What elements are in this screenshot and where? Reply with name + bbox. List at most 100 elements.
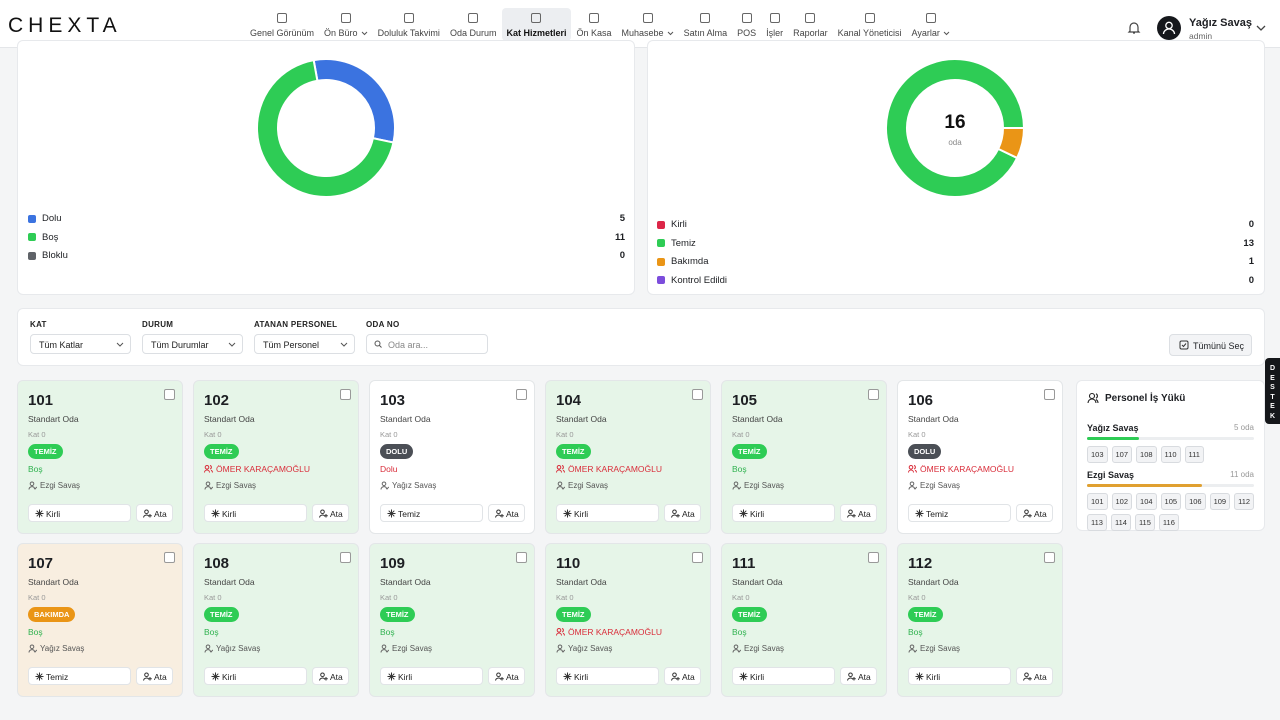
status-action-button[interactable]: Kirli: [204, 667, 307, 685]
filter-input[interactable]: Tüm Personel: [254, 334, 355, 354]
room-checkbox[interactable]: [340, 389, 351, 400]
room-chip[interactable]: 104: [1136, 493, 1157, 510]
select-all-button[interactable]: Tümünü Seç: [1169, 334, 1252, 356]
room-card[interactable]: 110 Standart Oda Kat 0 TEMİZ ÖMER KARAÇAMOĞL…: [545, 543, 711, 697]
status-action-button[interactable]: Kirli: [908, 667, 1011, 685]
room-checkbox[interactable]: [1044, 389, 1055, 400]
room-checkbox[interactable]: [164, 389, 175, 400]
assign-button[interactable]: Ata: [664, 667, 701, 685]
assign-button[interactable]: Ata: [488, 504, 525, 522]
action-label: Kirli: [222, 672, 237, 682]
room-card[interactable]: 104 Standart Oda Kat 0 TEMİZ ÖMER KARAÇAMOĞL…: [545, 380, 711, 534]
room-card[interactable]: 103 Standart Oda Kat 0 DOLU Dolu Yağız Savaş T…: [369, 380, 535, 534]
room-checkbox[interactable]: [692, 552, 703, 563]
room-checkbox[interactable]: [340, 552, 351, 563]
icon: [319, 509, 328, 518]
room-card[interactable]: 109 Standart Oda Kat 0 TEMİZ Boş Ezgi Savaş Ki…: [369, 543, 535, 697]
status-action-button[interactable]: Kirli: [732, 504, 835, 522]
nav-item[interactable]: Doluluk Takvimi: [374, 8, 444, 41]
assign-button[interactable]: Ata: [312, 667, 349, 685]
room-chip[interactable]: 116: [1158, 514, 1179, 531]
nav-item[interactable]: Ön Kasa: [573, 8, 616, 41]
notification-bell[interactable]: [1127, 21, 1141, 35]
nav-item[interactable]: Muhasebe: [618, 8, 678, 41]
filter-value: Tüm Durumlar: [151, 340, 209, 350]
room-checkbox[interactable]: [1044, 552, 1055, 563]
icon-path: [28, 644, 37, 653]
room-chip[interactable]: 113: [1087, 514, 1107, 531]
room-card[interactable]: 101 Standart Oda Kat 0 TEMİZ Boş Ezgi Savaş Ki…: [17, 380, 183, 534]
status-action-button[interactable]: Kirli: [380, 667, 483, 685]
room-checkbox[interactable]: [516, 389, 527, 400]
nav-item[interactable]: Kanal Yöneticisi: [834, 8, 906, 41]
status-action-button[interactable]: Kirli: [556, 667, 659, 685]
room-card[interactable]: 111 Standart Oda Kat 0 TEMİZ Boş Ezgi Savaş Ki…: [721, 543, 887, 697]
occupancy: ÖMER KARAÇAMOĞLU: [556, 627, 662, 637]
filter-input[interactable]: Oda ara...: [366, 334, 488, 354]
room-checkbox[interactable]: [516, 552, 527, 563]
nav-item[interactable]: Kat Hizmetleri: [502, 8, 571, 41]
room-card[interactable]: 105 Standart Oda Kat 0 TEMİZ Boş Ezgi Savaş Ki…: [721, 380, 887, 534]
assign-button[interactable]: Ata: [488, 667, 525, 685]
legend-swatch: [657, 276, 665, 284]
nav-item[interactable]: Ön Büro: [320, 8, 372, 41]
nav-item[interactable]: İşler: [762, 8, 787, 41]
nav-item[interactable]: POS: [733, 8, 760, 41]
nav-item[interactable]: Satın Alma: [680, 8, 732, 41]
nav-item[interactable]: Genel Görünüm: [246, 8, 318, 41]
status-action-button[interactable]: Temiz: [28, 667, 131, 685]
room-chip[interactable]: 108: [1136, 446, 1157, 463]
assign-button[interactable]: Ata: [840, 504, 877, 522]
nav-item[interactable]: Oda Durum: [446, 8, 501, 41]
status-action-button[interactable]: Kirli: [204, 504, 307, 522]
room-card[interactable]: 106 Standart Oda Kat 0 DOLU ÖMER KARAÇAMOĞLU…: [897, 380, 1063, 534]
room-card[interactable]: 108 Standart Oda Kat 0 TEMİZ Boş Yağız Savaş K…: [193, 543, 359, 697]
status-action-button[interactable]: Kirli: [28, 504, 131, 522]
status-action-button[interactable]: Kirli: [556, 504, 659, 522]
status-action-button[interactable]: Temiz: [908, 504, 1011, 522]
filter-input[interactable]: Tüm Durumlar: [142, 334, 243, 354]
support-tab[interactable]: DESTEK: [1265, 358, 1280, 424]
room-checkbox[interactable]: [868, 552, 879, 563]
room-type: Standart Oda: [380, 577, 431, 587]
room-chip[interactable]: 109: [1209, 493, 1231, 510]
status-action-button[interactable]: Kirli: [732, 667, 835, 685]
room-chip[interactable]: 103: [1087, 446, 1108, 463]
assign-button[interactable]: Ata: [136, 504, 173, 522]
avatar[interactable]: [1157, 16, 1181, 40]
room-chip[interactable]: 102: [1111, 493, 1133, 510]
assign-button[interactable]: Ata: [1016, 667, 1053, 685]
occupancy-label: Dolu: [380, 464, 398, 474]
assign-button[interactable]: Ata: [664, 504, 701, 522]
room-checkbox[interactable]: [164, 552, 175, 563]
room-chip[interactable]: 115: [1134, 514, 1155, 531]
room-chip[interactable]: 105: [1160, 493, 1182, 510]
status-action-button[interactable]: Temiz: [380, 504, 483, 522]
room-card[interactable]: 112 Standart Oda Kat 0 TEMİZ Boş Ezgi Savaş Ki…: [897, 543, 1063, 697]
user-dropdown[interactable]: [1256, 24, 1266, 32]
room-card[interactable]: 102 Standart Oda Kat 0 TEMİZ ÖMER KARAÇAMOĞL…: [193, 380, 359, 534]
nav-item[interactable]: Raporlar: [789, 8, 832, 41]
assign-button[interactable]: Ata: [136, 667, 173, 685]
assign-button[interactable]: Ata: [1016, 504, 1053, 522]
logo[interactable]: CHEXTA: [8, 14, 122, 37]
room-chip[interactable]: 114: [1110, 514, 1131, 531]
assign-button[interactable]: Ata: [312, 504, 349, 522]
icon-path: [495, 509, 504, 518]
icon-path: [35, 672, 44, 681]
room-card[interactable]: 107 Standart Oda Kat 0 BAKIMDA Boş Yağız Sava…: [17, 543, 183, 697]
nav-item[interactable]: Ayarlar: [908, 8, 954, 41]
room-chip[interactable]: 110: [1160, 446, 1181, 463]
assigned-staff: Ezgi Savaş: [204, 481, 256, 490]
room-checkbox[interactable]: [868, 389, 879, 400]
room-checkbox[interactable]: [692, 389, 703, 400]
room-chip[interactable]: 111: [1184, 446, 1204, 463]
room-chip[interactable]: 112: [1234, 493, 1255, 510]
room-chip[interactable]: 106: [1185, 493, 1206, 510]
occupancy-label: Boş: [732, 464, 747, 474]
room-chip[interactable]: 107: [1111, 446, 1133, 463]
room-chip[interactable]: 101: [1087, 493, 1108, 510]
assign-button[interactable]: Ata: [840, 667, 877, 685]
icon: [563, 509, 572, 518]
filter-input[interactable]: Tüm Katlar: [30, 334, 131, 354]
